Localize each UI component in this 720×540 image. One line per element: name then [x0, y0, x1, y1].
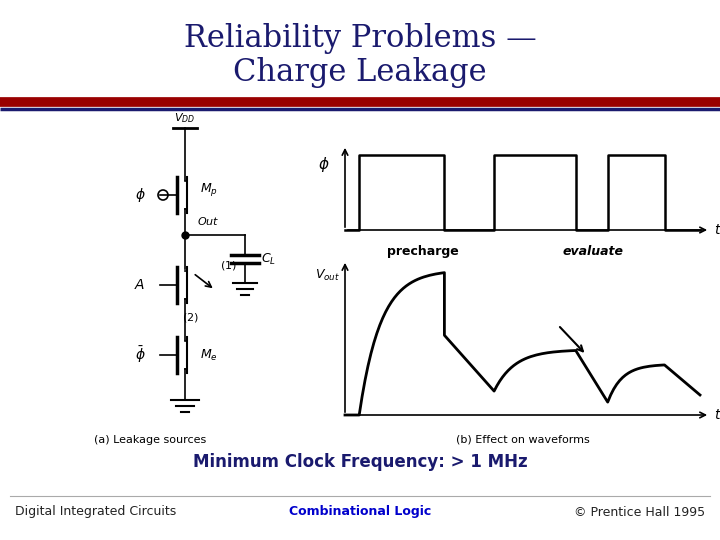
- Text: $C_L$: $C_L$: [261, 252, 276, 267]
- Text: $V_{DD}$: $V_{DD}$: [174, 111, 196, 125]
- Text: $Out$: $Out$: [197, 215, 220, 227]
- Text: $(1)$: $(1)$: [220, 259, 237, 272]
- Text: Reliability Problems —: Reliability Problems —: [184, 23, 536, 53]
- Text: $A$: $A$: [135, 278, 145, 292]
- Text: Combinational Logic: Combinational Logic: [289, 505, 431, 518]
- Text: $\bar{\phi}$: $\bar{\phi}$: [135, 345, 145, 366]
- Text: (a) Leakage sources: (a) Leakage sources: [94, 435, 206, 445]
- Text: Minimum Clock Frequency: > 1 MHz: Minimum Clock Frequency: > 1 MHz: [193, 453, 527, 471]
- Text: $t$: $t$: [714, 408, 720, 422]
- Text: $\phi$: $\phi$: [135, 186, 145, 204]
- Text: $V_{out}$: $V_{out}$: [315, 267, 340, 282]
- Text: $M_p$: $M_p$: [200, 181, 218, 199]
- Text: © Prentice Hall 1995: © Prentice Hall 1995: [574, 505, 705, 518]
- Text: $(2)$: $(2)$: [181, 310, 199, 323]
- Text: (b) Effect on waveforms: (b) Effect on waveforms: [456, 435, 590, 445]
- Text: Charge Leakage: Charge Leakage: [233, 57, 487, 87]
- Text: $M_e$: $M_e$: [200, 347, 217, 362]
- Text: $t$: $t$: [714, 223, 720, 237]
- Text: evaluate: evaluate: [563, 245, 624, 258]
- Text: precharge: precharge: [387, 245, 459, 258]
- Text: Digital Integrated Circuits: Digital Integrated Circuits: [15, 505, 176, 518]
- Text: $\phi$: $\phi$: [318, 156, 330, 174]
